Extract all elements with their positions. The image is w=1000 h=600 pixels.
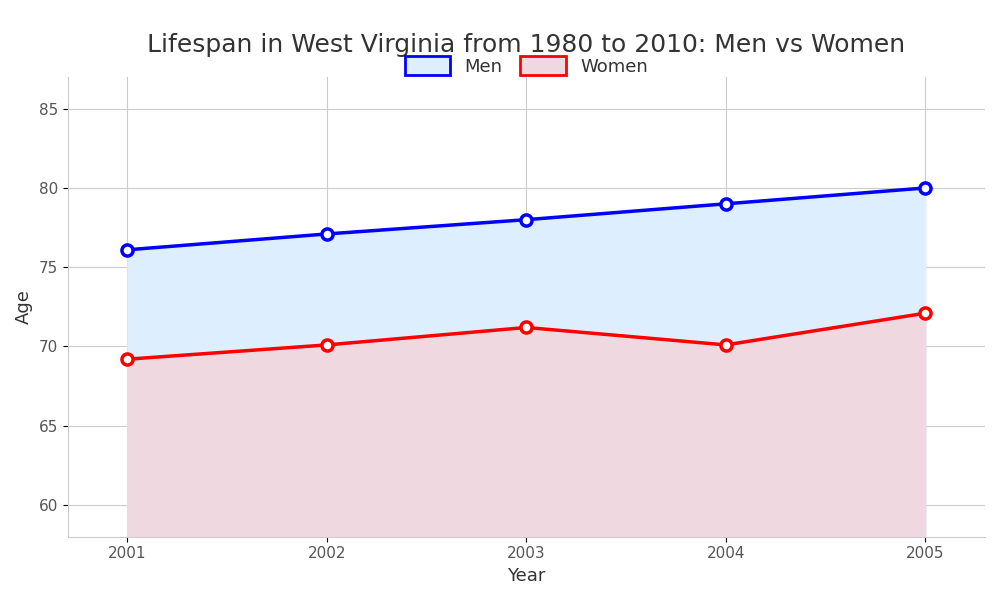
X-axis label: Year: Year	[507, 567, 546, 585]
Legend: Men, Women: Men, Women	[398, 49, 655, 83]
Title: Lifespan in West Virginia from 1980 to 2010: Men vs Women: Lifespan in West Virginia from 1980 to 2…	[147, 33, 905, 57]
Y-axis label: Age: Age	[15, 289, 33, 324]
